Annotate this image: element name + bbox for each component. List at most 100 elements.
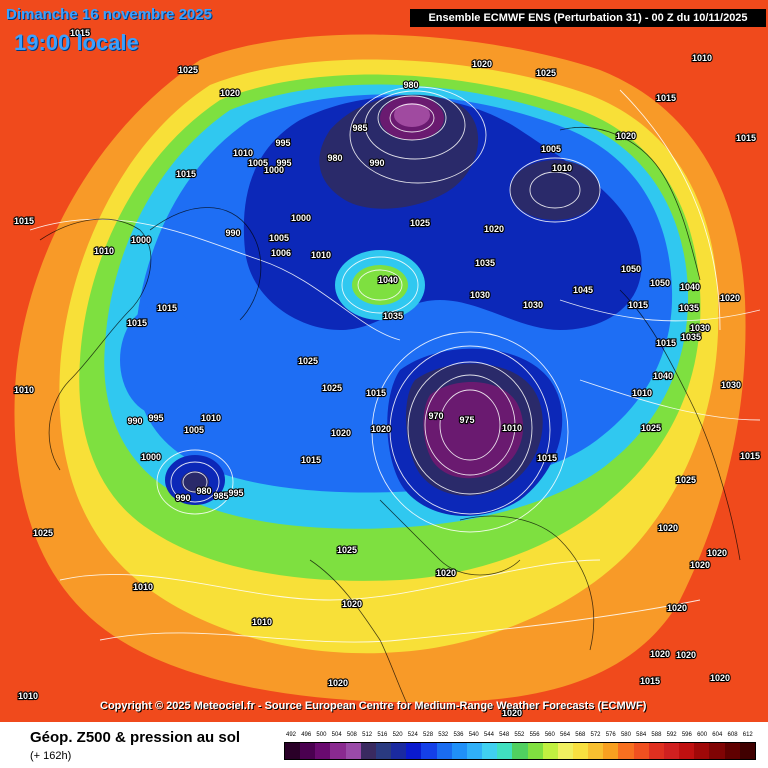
pressure-label: 980 [403, 80, 418, 90]
pressure-label: 1015 [640, 676, 660, 686]
legend-swatch [315, 743, 331, 759]
pressure-label: 990 [175, 493, 190, 503]
legend-swatch [391, 743, 407, 759]
pressure-label: 1000 [141, 452, 161, 462]
pressure-label: 1025 [178, 65, 198, 75]
pressure-label: 1020 [472, 59, 492, 69]
legend-tick-label: 568 [575, 732, 586, 738]
legend-swatch [482, 743, 498, 759]
legend-swatch [694, 743, 710, 759]
pressure-label: 1035 [681, 332, 701, 342]
pressure-label: 1010 [552, 163, 572, 173]
pressure-label: 1000 [131, 235, 151, 245]
pressure-label: 1010 [94, 246, 114, 256]
forecast-time: 19:00 locale [14, 30, 139, 55]
pressure-label: 995 [276, 158, 291, 168]
pressure-label: 1010 [311, 250, 331, 260]
pressure-label: 1000 [264, 165, 284, 175]
legend-swatch [421, 743, 437, 759]
pressure-label: 1030 [721, 380, 741, 390]
pressure-label: 1005 [269, 233, 289, 243]
pressure-label: 1020 [331, 428, 351, 438]
high-center-arctic-inner [352, 265, 408, 305]
legend-tick-label: 504 [331, 732, 342, 738]
pressure-label: 1010 [692, 53, 712, 63]
pressure-label: 1040 [653, 371, 673, 381]
pressure-label: 980 [196, 486, 211, 496]
legend-tick-label: 592 [666, 732, 677, 738]
legend-tick-label: 516 [377, 732, 388, 738]
pressure-label: 1010 [252, 617, 272, 627]
pressure-label: 1050 [650, 278, 670, 288]
pressure-label: 1020 [436, 568, 456, 578]
pressure-label: 1040 [378, 275, 398, 285]
pressure-label: 1025 [410, 218, 430, 228]
legend-tick-label: 532 [438, 732, 449, 738]
pressure-label: 995 [228, 488, 243, 498]
legend-swatch [709, 743, 725, 759]
pressure-label: 1020 [328, 678, 348, 688]
pressure-label: 1010 [14, 385, 34, 395]
legend-swatch [360, 743, 376, 759]
legend-swatch [406, 743, 422, 759]
pressure-label: 1010 [18, 691, 38, 701]
pressure-label: 1025 [536, 68, 556, 78]
pressure-label: 985 [352, 123, 367, 133]
pressure-label: 1020 [720, 293, 740, 303]
legend-tick-label: 556 [529, 732, 540, 738]
pressure-label: 1025 [410, 218, 430, 228]
pressure-label: 1010 [502, 423, 522, 433]
pressure-label: 980 [327, 153, 342, 163]
legend-tick-label: 584 [636, 732, 647, 738]
legend-tick-label: 528 [423, 732, 434, 738]
legend-swatch [345, 743, 361, 759]
legend-tick-label: 520 [392, 732, 403, 738]
legend-tick-label: 600 [697, 732, 708, 738]
pressure-label: 1025 [537, 453, 557, 463]
legend-swatch [739, 743, 755, 759]
legend-swatch [330, 743, 346, 759]
pressure-label: 1030 [470, 290, 490, 300]
legend-tick-label: 604 [712, 732, 723, 738]
footer-panel: Géop. Z500 & pression au sol (+ 162h) 49… [0, 722, 768, 768]
copyright-line: Copyright © 2025 Meteociel.fr - Source E… [100, 700, 647, 712]
low-core-scandinavia [423, 382, 524, 479]
legend-swatch [285, 743, 301, 759]
pressure-label: 1010 [233, 148, 253, 158]
legend-swatch [663, 743, 680, 759]
pressure-label: 1020 [650, 649, 670, 659]
legend-swatch [300, 743, 316, 759]
legend-swatch [679, 743, 695, 759]
low-pressure-east [510, 160, 600, 220]
pressure-label: 1015 [736, 133, 756, 143]
legend-swatch [724, 743, 740, 759]
pressure-label: 1045 [573, 285, 593, 295]
product-title: Géop. Z500 & pression au sol [30, 729, 241, 746]
legend-swatch [648, 743, 664, 759]
legend-swatch [572, 743, 589, 759]
pressure-label: 970 [428, 411, 443, 421]
pressure-label: 1015 [176, 169, 196, 179]
legend-swatch [375, 743, 392, 759]
pressure-label: 1010 [632, 388, 652, 398]
pressure-label: 1000 [291, 213, 311, 223]
pressure-label: 975 [459, 415, 474, 425]
pressure-label: 1035 [475, 258, 495, 268]
pressure-label: 1020 [707, 548, 727, 558]
pressure-label: 1015 [366, 388, 386, 398]
legend-tick-label: 492 [285, 732, 296, 738]
pressure-label: 995 [275, 138, 290, 148]
forecast-date: Dimanche 16 novembre 2025 [6, 6, 212, 23]
pressure-label: 990 [225, 228, 240, 238]
geopotential-map: 1015102510201020102510101015101598098599… [0, 0, 768, 722]
pressure-label: 1015 [656, 338, 676, 348]
legend-colorbar [284, 742, 756, 760]
legend-swatch [497, 743, 513, 759]
pressure-label: 1015 [537, 453, 557, 463]
pressure-label: 1020 [710, 673, 730, 683]
pressure-label: 1040 [680, 282, 700, 292]
pressure-label: 1015 [740, 451, 760, 461]
coastlines [39, 127, 741, 711]
legend-labels: 492 496 500 504 508 512 516 520 524 528 532 536 540 5… [284, 732, 756, 742]
weather-map: 1015 1025 1020 1020 1025 1010 1015 1015 980 985 99… [0, 0, 768, 722]
